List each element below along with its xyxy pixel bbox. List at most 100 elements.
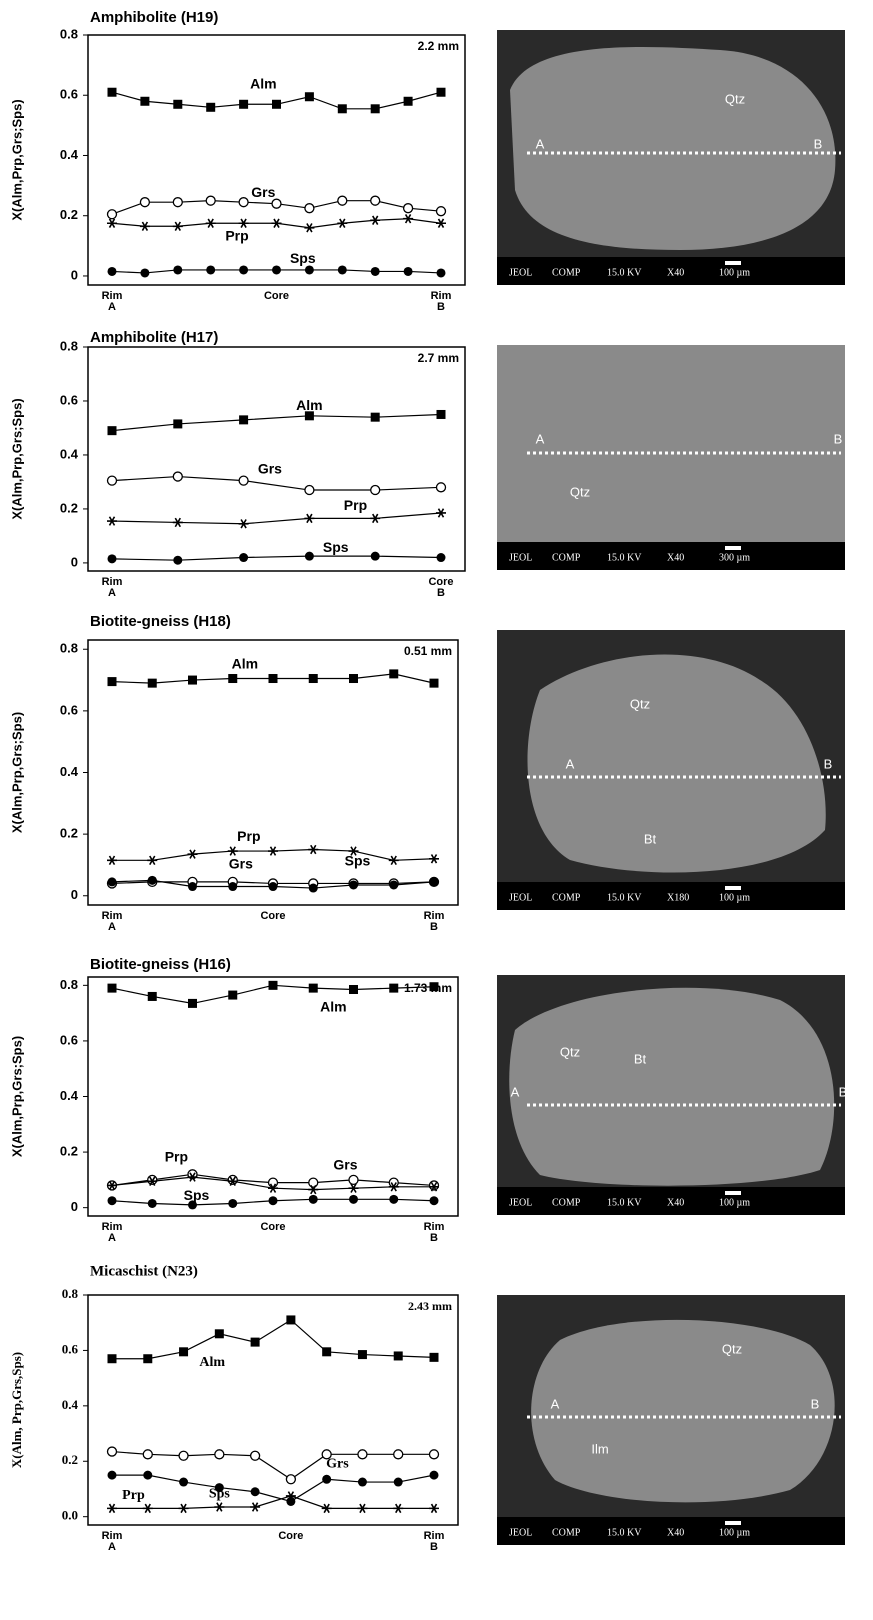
marker <box>239 553 249 563</box>
series-label: Sps <box>345 853 371 869</box>
marker <box>143 1354 153 1364</box>
garnet-grain <box>531 1319 835 1503</box>
series-label: Prp <box>237 828 260 844</box>
plot-frame <box>87 1294 459 1526</box>
marker <box>206 102 216 112</box>
marker <box>389 880 399 890</box>
annotation: 0.51 mm <box>404 644 452 658</box>
marker <box>403 96 413 106</box>
x-tick-label: Rim A <box>101 911 123 933</box>
marker <box>370 484 381 496</box>
marker <box>429 1470 439 1480</box>
y-tick-label: 0.4 <box>60 446 79 461</box>
footer-text: JEOL <box>509 267 532 278</box>
marker <box>393 1449 404 1460</box>
marker <box>147 875 157 885</box>
marker <box>228 990 238 1000</box>
marker <box>388 1182 399 1192</box>
x-tick-label-box: Core <box>278 1531 303 1542</box>
marker <box>370 513 381 524</box>
marker <box>321 1503 332 1514</box>
marker <box>228 1198 238 1208</box>
marker <box>172 221 183 231</box>
footer-text: X180 <box>667 892 689 903</box>
marker <box>436 87 446 97</box>
marker <box>308 674 318 684</box>
image-label: B <box>834 431 843 446</box>
y-tick-label: 0.4 <box>60 1088 79 1103</box>
marker <box>238 475 249 486</box>
y-tick-label: 0.8 <box>62 1286 79 1301</box>
marker <box>188 882 197 892</box>
annotation: 1.73 mm <box>404 981 452 995</box>
x-tick-label: Core B <box>428 577 454 599</box>
chart-title: Biotite-gneiss (H18) <box>90 613 231 630</box>
series-label: Alm <box>199 1355 225 1370</box>
marker <box>107 516 117 526</box>
image-label: Qtz <box>630 696 650 711</box>
series-line <box>111 1450 434 1481</box>
marker <box>140 268 150 278</box>
marker <box>393 1351 403 1361</box>
scale-bar <box>725 261 741 265</box>
marker <box>304 411 314 421</box>
marker <box>172 517 183 528</box>
marker <box>436 218 446 228</box>
marker <box>268 846 278 856</box>
footer-text: 15.0 KV <box>607 552 642 563</box>
marker <box>349 674 358 684</box>
marker <box>267 1177 279 1188</box>
image-label: B <box>824 756 833 771</box>
marker <box>107 877 117 887</box>
footer-text: 100 µm <box>719 1527 750 1538</box>
y-tick-label: 0.2 <box>62 1452 78 1467</box>
marker <box>107 554 117 564</box>
marker <box>304 484 315 496</box>
marker <box>107 1470 117 1480</box>
x-tick-label: Rim B <box>423 1531 445 1553</box>
marker <box>214 1449 225 1460</box>
marker <box>286 1496 296 1506</box>
marker <box>147 678 157 688</box>
y-tick-label: 0.2 <box>60 826 78 841</box>
scale-bar <box>725 1521 741 1525</box>
annotation: 2.43 mm <box>408 1299 452 1313</box>
marker <box>107 1503 117 1514</box>
marker <box>188 1200 197 1210</box>
image-footer <box>497 1517 845 1545</box>
chart: Biotite-gneiss (H16) 1.73 mm X(Alm,Prp,Grs… <box>9 956 459 1244</box>
marker <box>429 1196 439 1206</box>
footer-text: JEOL <box>509 552 532 563</box>
footer-text: 100 µm <box>719 1197 750 1208</box>
image-label: A <box>566 756 575 771</box>
series-label: Grs <box>251 184 275 200</box>
series-label: Alm <box>296 397 322 413</box>
series-label: Prp <box>225 228 248 244</box>
series-label: Grs <box>258 460 282 476</box>
sem-image: A B Qtz Bt JEOL COMP 15.0 KV X180 100 µm <box>497 630 845 910</box>
footer-text: 100 µm <box>719 267 750 278</box>
marker <box>107 983 117 993</box>
y-tick-label: 0 <box>71 267 78 282</box>
sem-image: A B Qtz Ilm JEOL COMP 15.0 KV X40 100 µm <box>497 1295 845 1545</box>
marker <box>304 265 314 275</box>
marker <box>271 198 282 209</box>
y-tick-label: 0.4 <box>62 1397 79 1412</box>
marker <box>147 1198 157 1208</box>
x-tick-label-box: Core <box>260 1222 285 1233</box>
marker <box>389 983 399 993</box>
marker <box>428 1449 440 1460</box>
marker <box>147 991 157 1001</box>
marker <box>214 1502 225 1512</box>
image-label: Bt <box>634 1051 647 1066</box>
marker <box>321 1449 332 1460</box>
marker <box>308 883 318 893</box>
marker <box>388 855 399 866</box>
marker <box>107 855 117 866</box>
marker <box>249 1450 261 1461</box>
footer-text: JEOL <box>509 892 532 903</box>
image-label: Ilm <box>591 1441 608 1456</box>
marker <box>214 1483 224 1493</box>
marker <box>272 99 281 109</box>
image-label: A <box>536 431 545 446</box>
